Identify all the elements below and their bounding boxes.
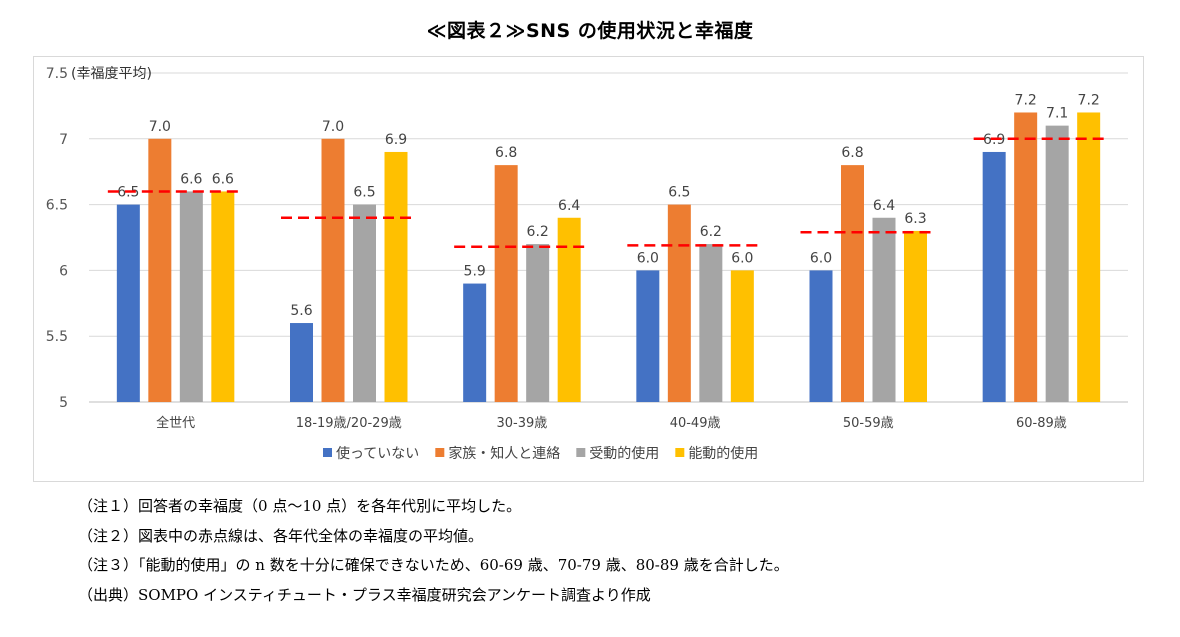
data-label: 7.1 bbox=[1046, 106, 1068, 122]
note-2: （注２）図表中の赤点線は、各年代全体の幸福度の平均値。 bbox=[78, 526, 484, 545]
chart-area: 7.5 7 6.5 6 5.5 5 (幸福度平均) 6.5 7.0 6.6 6.6 全世代 5.6 7.0… bbox=[33, 56, 1144, 482]
y-unit-label: (幸福度平均) bbox=[71, 66, 152, 82]
bar bbox=[872, 217, 896, 402]
data-label: 6.8 bbox=[841, 145, 863, 161]
y-tick-label: 7.5 bbox=[46, 66, 68, 82]
note-1: （注１）回答者の幸福度（0 点～10 点）を各年代別に平均した。 bbox=[78, 497, 522, 515]
bar bbox=[557, 217, 581, 402]
data-label: 6.5 bbox=[668, 185, 690, 201]
bar bbox=[1045, 125, 1069, 402]
y-tick-label: 5 bbox=[59, 395, 68, 411]
data-label: 7.0 bbox=[149, 119, 171, 135]
data-label: 6.0 bbox=[637, 250, 659, 266]
notes-section: （注１）回答者の幸福度（0 点～10 点）を各年代別に平均した。 （注２）図表中… bbox=[78, 492, 789, 610]
data-label: 7.0 bbox=[322, 119, 344, 135]
bar bbox=[1077, 112, 1101, 403]
data-label: 6.2 bbox=[700, 224, 722, 240]
bar bbox=[463, 283, 487, 402]
category-label: 30-39歳 bbox=[497, 416, 548, 431]
bar bbox=[699, 244, 723, 402]
bar-chart: 7.5 7 6.5 6 5.5 5 (幸福度平均) 6.5 7.0 6.6 6.6 全世代 5.6 7.0… bbox=[46, 66, 1128, 462]
category-label: 60-89歳 bbox=[1016, 416, 1067, 431]
bar bbox=[636, 270, 660, 402]
data-label: 6.4 bbox=[558, 198, 580, 214]
data-label: 6.6 bbox=[212, 171, 234, 187]
legend-swatch bbox=[435, 448, 445, 457]
data-label: 6.5 bbox=[353, 185, 375, 201]
data-label: 6.9 bbox=[385, 132, 407, 148]
data-label: 6.0 bbox=[810, 250, 832, 266]
bar bbox=[730, 270, 754, 402]
bar bbox=[384, 151, 408, 402]
data-label: 6.8 bbox=[495, 145, 517, 161]
legend-label: 使っていない bbox=[336, 445, 419, 462]
bar bbox=[148, 138, 172, 403]
legend-label: 受動的使用 bbox=[589, 445, 659, 462]
bar bbox=[809, 270, 833, 402]
bar bbox=[667, 204, 691, 402]
bar bbox=[353, 204, 376, 402]
legend-label: 家族・知人と連絡 bbox=[448, 445, 560, 462]
bar bbox=[211, 191, 235, 402]
bar bbox=[1014, 112, 1038, 403]
legend-swatch bbox=[675, 448, 685, 457]
bar bbox=[982, 151, 1006, 402]
data-label: 5.9 bbox=[464, 264, 486, 280]
y-tick-label: 6.5 bbox=[46, 198, 68, 214]
category-label: 全世代 bbox=[156, 415, 195, 431]
bar bbox=[321, 138, 345, 403]
y-tick-label: 5.5 bbox=[46, 329, 68, 345]
data-label: 6.3 bbox=[904, 211, 926, 227]
bar bbox=[841, 165, 864, 402]
data-label: 6.0 bbox=[731, 250, 753, 266]
legend-swatch bbox=[576, 448, 586, 457]
data-label: 6.4 bbox=[873, 198, 895, 214]
chart-title: ≪図表２≫SNS の使用状況と幸福度 bbox=[426, 20, 754, 42]
y-tick-label: 7 bbox=[59, 132, 68, 148]
bar bbox=[904, 230, 927, 402]
data-label: 7.2 bbox=[1078, 92, 1100, 108]
note-3: （注３）「能動的使用」の n 数を十分に確保できないため、60-69 歳、70-… bbox=[78, 556, 789, 574]
data-label: 6.6 bbox=[180, 171, 202, 187]
y-tick-label: 6 bbox=[59, 263, 68, 279]
category-label: 18-19歳/20-29歳 bbox=[296, 416, 402, 431]
legend-label: 能動的使用 bbox=[688, 445, 758, 462]
category-label: 50-59歳 bbox=[843, 416, 894, 431]
data-label: 7.2 bbox=[1015, 92, 1037, 108]
bar bbox=[116, 204, 140, 402]
bar bbox=[526, 244, 550, 402]
bar bbox=[179, 191, 203, 402]
category-label: 40-49歳 bbox=[670, 416, 721, 431]
data-label: 6.2 bbox=[527, 224, 549, 240]
source-note: （出典）SOMPO インスティチュート・プラス幸福度研究会アンケート調査より作成 bbox=[78, 585, 651, 604]
bar bbox=[290, 323, 313, 402]
legend-swatch bbox=[323, 448, 332, 457]
data-label: 5.6 bbox=[290, 303, 312, 319]
bar bbox=[494, 165, 518, 402]
